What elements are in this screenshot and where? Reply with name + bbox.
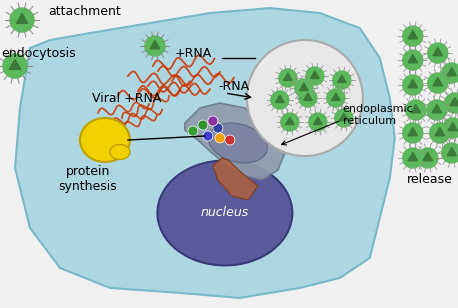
Ellipse shape <box>110 144 130 160</box>
Text: +RNA: +RNA <box>175 47 212 59</box>
Circle shape <box>327 89 345 107</box>
Circle shape <box>403 148 423 168</box>
Circle shape <box>430 123 450 143</box>
Polygon shape <box>276 95 284 103</box>
Circle shape <box>333 71 351 89</box>
Circle shape <box>403 50 423 70</box>
Circle shape <box>403 26 423 46</box>
Circle shape <box>309 113 327 131</box>
Polygon shape <box>213 158 258 200</box>
Polygon shape <box>408 30 418 39</box>
Polygon shape <box>15 8 395 298</box>
Circle shape <box>213 123 223 133</box>
Polygon shape <box>432 104 442 113</box>
Circle shape <box>215 133 225 143</box>
Polygon shape <box>300 83 308 91</box>
Text: Viral +RNA: Viral +RNA <box>92 91 161 104</box>
Circle shape <box>418 148 438 168</box>
Polygon shape <box>304 93 312 100</box>
Ellipse shape <box>158 160 292 265</box>
Circle shape <box>403 75 423 95</box>
Circle shape <box>442 63 458 83</box>
Circle shape <box>295 79 313 97</box>
Polygon shape <box>9 59 21 69</box>
Circle shape <box>306 67 324 85</box>
Ellipse shape <box>80 118 130 162</box>
Polygon shape <box>150 41 160 49</box>
Circle shape <box>10 8 34 32</box>
Circle shape <box>271 91 289 109</box>
Polygon shape <box>16 14 27 23</box>
Text: attachment: attachment <box>48 5 121 18</box>
Polygon shape <box>185 103 285 180</box>
Polygon shape <box>314 117 322 124</box>
Polygon shape <box>423 152 432 161</box>
Polygon shape <box>433 78 442 86</box>
Text: -RNA: -RNA <box>218 79 249 92</box>
Circle shape <box>198 120 208 130</box>
Circle shape <box>445 93 458 113</box>
Polygon shape <box>284 73 292 80</box>
Text: protein
synthesis: protein synthesis <box>59 165 117 193</box>
Polygon shape <box>435 128 445 136</box>
Circle shape <box>442 143 458 163</box>
Circle shape <box>247 40 363 156</box>
Circle shape <box>428 73 448 93</box>
Polygon shape <box>448 123 458 131</box>
Polygon shape <box>450 98 458 106</box>
Polygon shape <box>332 93 340 100</box>
Polygon shape <box>286 117 294 124</box>
Polygon shape <box>339 113 348 120</box>
Circle shape <box>225 135 235 145</box>
Circle shape <box>403 123 423 143</box>
Polygon shape <box>447 67 457 76</box>
Circle shape <box>427 100 447 120</box>
Circle shape <box>428 43 448 63</box>
Polygon shape <box>311 71 319 79</box>
Polygon shape <box>408 55 418 63</box>
Circle shape <box>208 116 218 126</box>
Text: nucleus: nucleus <box>201 206 249 220</box>
Polygon shape <box>408 79 418 88</box>
Polygon shape <box>447 148 457 156</box>
Circle shape <box>335 109 353 127</box>
Circle shape <box>443 118 458 138</box>
Circle shape <box>281 113 299 131</box>
Circle shape <box>188 126 198 136</box>
Circle shape <box>3 54 27 78</box>
Polygon shape <box>338 75 346 83</box>
Text: release: release <box>407 173 453 186</box>
Circle shape <box>406 100 426 120</box>
Polygon shape <box>408 128 418 136</box>
Text: endoplasmic
reticulum: endoplasmic reticulum <box>343 104 414 126</box>
Polygon shape <box>433 47 442 56</box>
Text: endocytosis: endocytosis <box>1 47 76 59</box>
Polygon shape <box>408 152 418 161</box>
Polygon shape <box>411 104 420 113</box>
Circle shape <box>279 69 297 87</box>
Ellipse shape <box>208 123 267 163</box>
Circle shape <box>203 131 213 141</box>
Circle shape <box>145 36 165 56</box>
Circle shape <box>299 89 317 107</box>
